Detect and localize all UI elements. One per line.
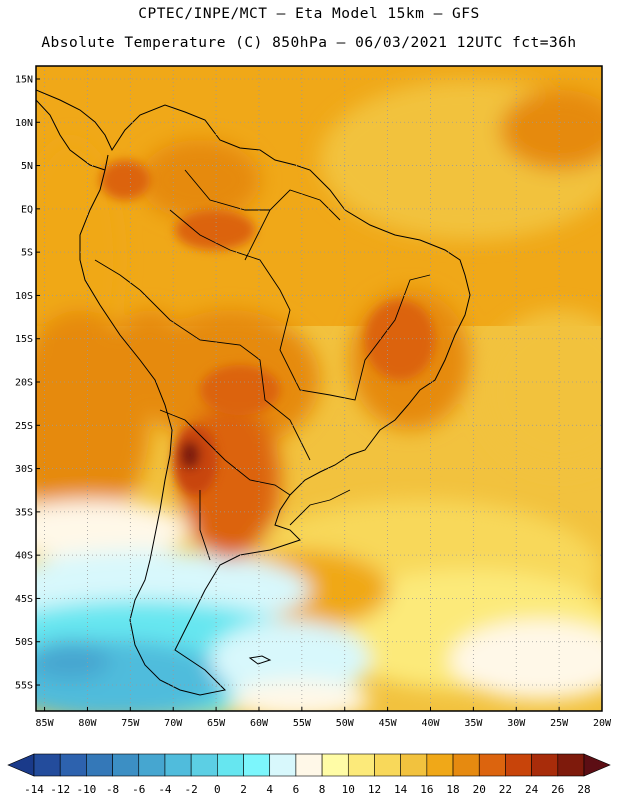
latitude-label: EQ <box>21 204 33 215</box>
colorbar-label: -2 <box>185 783 198 796</box>
colorbar-swatch <box>321 753 349 777</box>
latitude-label: 10S <box>15 291 33 302</box>
colorbar-swatch <box>164 753 192 777</box>
latitude-label: 35S <box>15 507 33 518</box>
colorbar-swatch <box>86 753 113 777</box>
colorbar-swatch <box>452 753 480 777</box>
latitude-label: 10N <box>15 118 33 129</box>
latitude-label: 15N <box>15 74 33 85</box>
colorbar-label: 6 <box>293 783 300 796</box>
colorbar-label: 16 <box>420 783 433 796</box>
colorbar-swatch <box>478 753 506 777</box>
colorbar-label: -8 <box>106 783 119 796</box>
colorbar-label: -6 <box>132 783 145 796</box>
colorbar-label: 22 <box>499 783 512 796</box>
longitude-label: 50W <box>336 718 355 729</box>
colorbar-label: 28 <box>577 783 590 796</box>
longitude-label: 70W <box>164 718 183 729</box>
longitude-label: 20W <box>593 718 612 729</box>
latitude-label: 25S <box>15 421 33 432</box>
longitude-label: 40W <box>421 718 440 729</box>
temperature-map: 15N 10N 5N EQ 5S 10S 15S 20S 25S 30S 35S 40S 45S 50S 5… <box>0 60 618 730</box>
longitude-label: 85W <box>36 718 55 729</box>
map-frame <box>35 65 603 712</box>
color-scale-bar: -14 -12 -10 -8 -6 -4 -2 0 2 4 6 8 10 12 14 16 18 20 22 24 26… <box>0 748 618 800</box>
latitude-label: 45S <box>15 594 33 605</box>
colorbar-label: 24 <box>525 783 539 796</box>
colorbar-swatch <box>531 753 559 777</box>
longitude-label: 45W <box>379 718 398 729</box>
colorbar-swatch <box>400 753 428 777</box>
colorbar-label: 2 <box>240 783 247 796</box>
colorbar-swatch <box>374 753 401 777</box>
colorbar-label: 14 <box>394 783 408 796</box>
latitude-label: 50S <box>15 637 33 648</box>
axis-ticks <box>36 78 603 711</box>
colorbar-label: 10 <box>342 783 355 796</box>
colorbar-arrow-high <box>583 753 611 777</box>
colorbar-swatch <box>243 753 271 777</box>
colorbar-label: -14 <box>24 783 44 796</box>
longitude-label: 35W <box>464 718 483 729</box>
colorbar-label: -10 <box>76 783 96 796</box>
latitude-label: 5N <box>21 161 33 172</box>
latitude-label: 15S <box>15 334 33 345</box>
colorbar-swatch <box>138 753 166 777</box>
map-title: CPTEC/INPE/MCT – Eta Model 15km – GFS <box>138 6 480 22</box>
longitude-label: 75W <box>121 718 140 729</box>
colorbar-label: 12 <box>368 783 381 796</box>
colorbar-label: 8 <box>319 783 326 796</box>
colorbar-swatch <box>295 753 323 777</box>
temperature-field <box>36 66 602 711</box>
colorbar-arrow-low <box>7 753 35 777</box>
colorbar-label: 20 <box>473 783 486 796</box>
longitude-label: 25W <box>550 718 569 729</box>
colorbar-swatch <box>59 753 87 777</box>
longitude-label: 55W <box>293 718 312 729</box>
latitude-label: 40S <box>15 551 33 562</box>
longitude-label: 30W <box>507 718 526 729</box>
latitude-labels: 15N 10N 5N EQ 5S 10S 15S 20S 25S 30S 35S 40S 45S 50S 5… <box>15 74 33 691</box>
colorbar-label: -12 <box>50 783 70 796</box>
island-outline <box>248 655 272 665</box>
latitude-label: 20S <box>15 378 33 389</box>
colorbar-swatch <box>426 753 454 777</box>
map-subtitle: Absolute Temperature (C) 850hPa – 06/03/… <box>41 35 577 51</box>
latitude-label: 55S <box>15 681 33 692</box>
longitude-label: 60W <box>250 718 269 729</box>
country-borders <box>94 169 431 561</box>
colorbar-label: 18 <box>446 783 459 796</box>
latitude-label: 5S <box>21 248 33 259</box>
colorbar-swatch <box>557 753 585 777</box>
latitude-label: 30S <box>15 464 33 475</box>
longitude-label: 80W <box>78 718 97 729</box>
colorbar-swatch <box>33 753 61 777</box>
colorbar-swatch <box>217 753 244 777</box>
longitude-labels: 85W 80W 75W 70W 65W 60W 55W 50W 45W 40W 35W 30W 25W 2… <box>36 718 612 729</box>
colorbar-swatch <box>269 753 297 777</box>
colorbar-label: -4 <box>158 783 172 796</box>
longitude-label: 65W <box>207 718 226 729</box>
colorbar-label: 0 <box>214 783 221 796</box>
colorbar-label: 4 <box>266 783 273 796</box>
colorbar-swatch <box>112 753 140 777</box>
colorbar-swatch <box>190 753 218 777</box>
colorbar-swatch <box>505 753 532 777</box>
colorbar-swatch <box>347 753 375 777</box>
colorbar-label: 26 <box>551 783 564 796</box>
